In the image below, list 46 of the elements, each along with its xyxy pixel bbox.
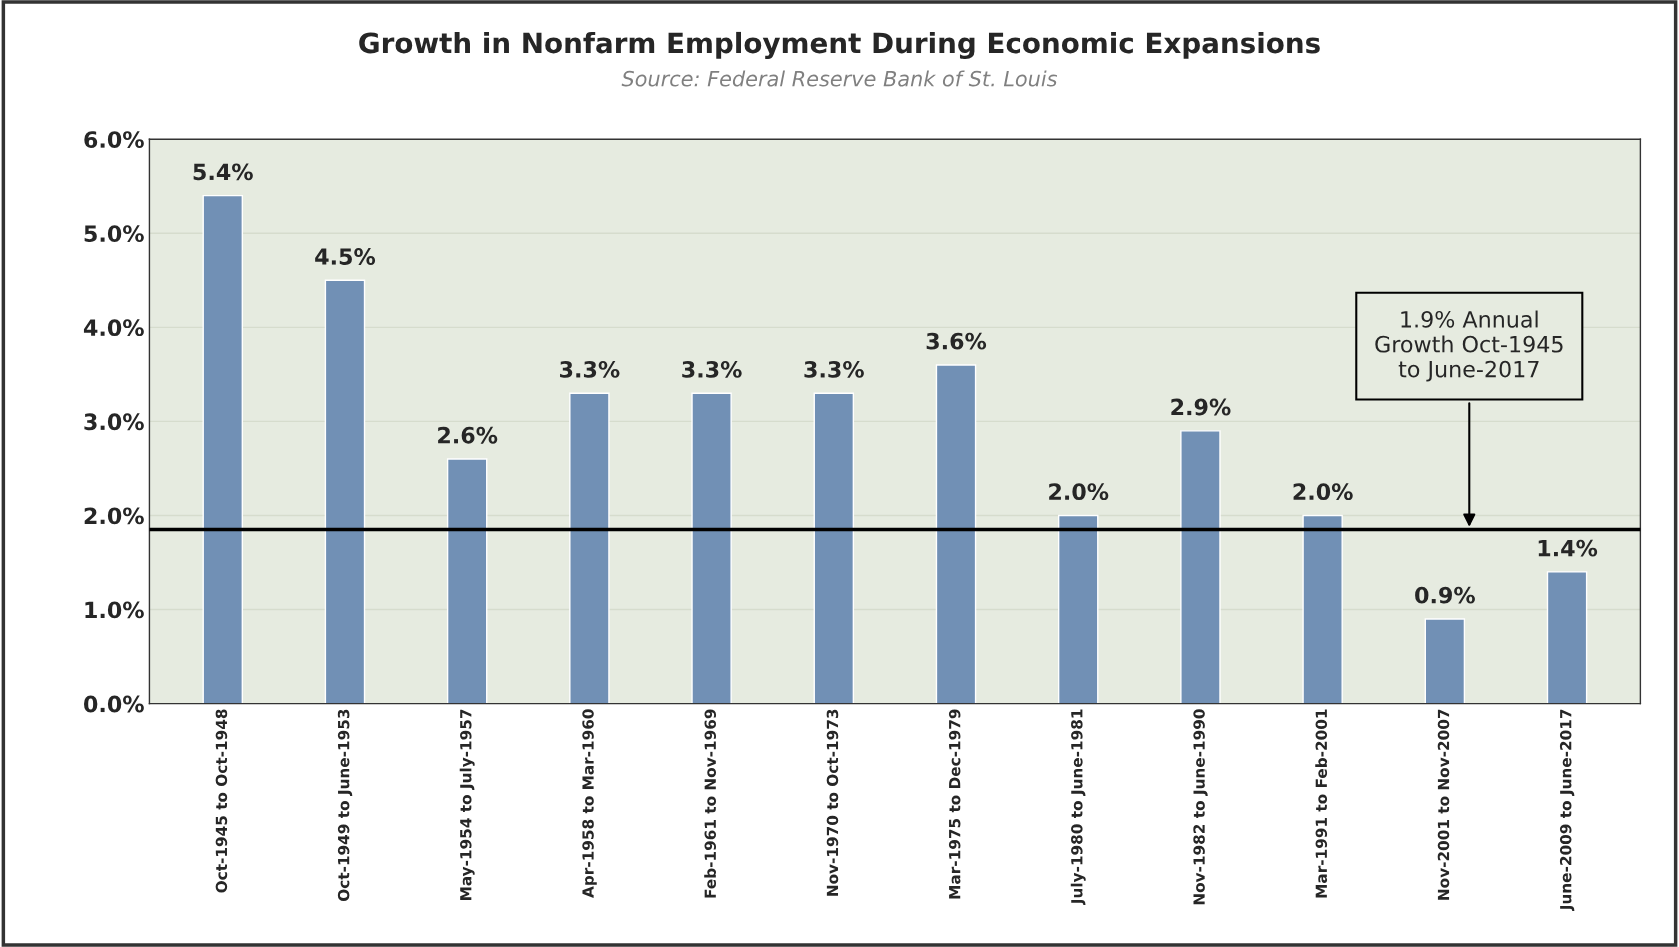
bar [446, 458, 488, 704]
y-tick-label: 2.0% [84, 507, 144, 525]
y-tick-label: 6.0% [84, 131, 144, 148]
bar [1180, 430, 1221, 704]
bar [1302, 514, 1343, 704]
bar [1546, 571, 1588, 704]
data-label: 3.3% [682, 360, 742, 378]
x-tick-label: Mar-1991 to Feb-2001 [1315, 709, 1328, 898]
y-tick-label: 0.0% [84, 695, 144, 713]
bar [691, 392, 732, 704]
bar [569, 392, 610, 704]
data-label: 4.5% [315, 248, 376, 265]
x-tick-label: July-1980 to June-1981 [1070, 709, 1086, 906]
ref-line-label: 1.9% Annual Growth Oct-1945 to June-2017 [1375, 310, 1563, 382]
data-label: 3.6% [926, 332, 987, 350]
data-label: 3.3% [560, 360, 620, 378]
data-label: 3.3% [804, 360, 864, 378]
data-label: 2.9% [1171, 398, 1231, 416]
data-label: 5.4% [193, 163, 253, 181]
bar [1057, 514, 1099, 704]
x-tick-label: Nov-1970 to Oct-1973 [826, 709, 839, 896]
x-tick-label: Feb-1961 to Nov-1969 [704, 709, 717, 898]
x-tick-label: June-2009 to June-2017 [1559, 709, 1575, 912]
data-label: 2.0% [1049, 483, 1109, 501]
data-label: 2.6% [438, 426, 498, 444]
x-tick-label: Oct-1949 to June-1953 [337, 709, 353, 902]
x-tick-label: Nov-1982 to June-1990 [1193, 709, 1208, 905]
chart-subtitle: Source: Federal Reserve Bank of St. Louis [621, 70, 1058, 87]
bar [1424, 618, 1466, 704]
bar [935, 364, 977, 704]
x-tick-label: Nov-2001 to Nov-2007 [1437, 709, 1450, 900]
bar [202, 194, 244, 704]
data-label: 1.4% [1538, 539, 1598, 557]
bar [324, 279, 366, 704]
x-tick-label: Apr-1958 to Mar-1960 [582, 709, 597, 898]
x-tick-label: May-1954 to July-1957 [459, 709, 475, 900]
y-tick-label: 4.0% [83, 319, 144, 337]
data-label: 0.9% [1415, 586, 1475, 604]
x-tick-label: Mar-1975 to Dec-1979 [948, 709, 961, 899]
y-tick-label: 3.0% [84, 413, 144, 431]
data-label: 2.0% [1293, 483, 1353, 501]
bar [813, 392, 855, 704]
chart-title: Growth in Nonfarm Employment During Economic Expansions [359, 31, 1320, 60]
y-tick-label: 5.0% [84, 225, 144, 243]
y-tick-label: 1.0% [85, 601, 144, 619]
x-tick-label: Oct-1945 to Oct-1948 [215, 709, 228, 893]
